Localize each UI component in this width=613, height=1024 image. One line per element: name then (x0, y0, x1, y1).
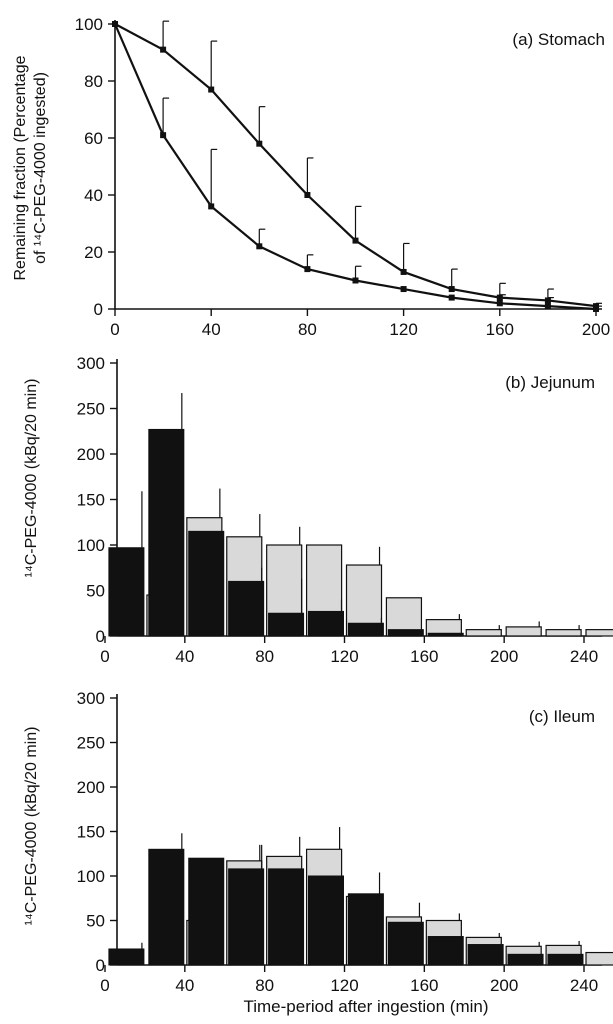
x-tick-label: 200 (490, 647, 518, 666)
bar-dark (148, 428, 185, 637)
bar-dark (387, 629, 424, 637)
data-point (352, 237, 359, 244)
bar-dark (108, 547, 145, 637)
x-tick-label: 160 (410, 647, 438, 666)
x-tick-label: 40 (175, 647, 194, 666)
panel-a-ylabel-line1: Remaining fraction (Percentage (12, 55, 29, 280)
x-tick-label: 0 (100, 647, 109, 666)
bar-dark (507, 953, 544, 966)
data-point (304, 266, 311, 273)
data-point (400, 286, 407, 293)
y-tick-label: 0 (96, 956, 105, 975)
x-tick-label: 240 (570, 976, 598, 995)
y-tick-label: 0 (94, 300, 103, 319)
panel-c-ylabel: ¹⁴C-PEG-4000 (kBq/20 min) (23, 727, 40, 926)
bar-dark (188, 857, 225, 966)
y-tick-label: 250 (77, 400, 105, 419)
y-tick-label: 150 (77, 491, 105, 510)
bar-dark (427, 632, 464, 637)
bar-light (585, 629, 613, 637)
bar-dark (108, 948, 145, 966)
data-point (448, 286, 455, 293)
data-point (448, 294, 455, 301)
bar-dark (307, 875, 344, 966)
data-point (400, 268, 407, 275)
y-tick-label: 100 (75, 15, 103, 34)
bar-dark (427, 936, 464, 966)
y-tick-label: 250 (77, 734, 105, 753)
panel-b-jejunum: (b) Jejunum ¹⁴C-PEG-4000 (kBq/20 min) 0 5… (23, 354, 613, 666)
data-point (544, 303, 551, 310)
data-point (256, 140, 263, 147)
y-tick-label: 40 (84, 186, 103, 205)
bar-dark (148, 848, 185, 966)
x-tick-label: 80 (255, 647, 274, 666)
y-tick-label: 50 (86, 912, 105, 931)
x-tick-label: 40 (202, 320, 221, 339)
bar-dark (347, 622, 384, 637)
y-tick-label: 150 (77, 823, 105, 842)
panel-c-title: (c) Ileum (529, 707, 595, 726)
x-tick-label: 40 (175, 976, 194, 995)
data-point (593, 306, 599, 312)
data-point (112, 21, 118, 27)
x-tick-label: 0 (110, 320, 119, 339)
bar-light (465, 629, 502, 637)
y-tick-label: 300 (77, 354, 105, 373)
data-point (208, 203, 215, 210)
y-tick-label: 200 (77, 445, 105, 464)
x-tick-label: 80 (298, 320, 317, 339)
panel-a-stomach: (a) Stomach Remaining fraction (Percenta… (12, 15, 610, 339)
bar-dark (347, 893, 384, 966)
y-tick-label: 200 (77, 778, 105, 797)
x-tick-label: 120 (330, 647, 358, 666)
data-point (496, 300, 503, 307)
bar-dark (307, 610, 344, 637)
x-tick-label: 160 (486, 320, 514, 339)
bar-light (505, 626, 542, 637)
y-tick-label: 100 (77, 867, 105, 886)
panel-b-ylabel: ¹⁴C-PEG-4000 (kBq/20 min) (23, 379, 40, 578)
x-axis-label: Time-period after ingestion (min) (243, 997, 488, 1016)
x-tick-label: 160 (410, 976, 438, 995)
y-tick-label: 0 (96, 627, 105, 646)
panel-b-title: (b) Jejunum (505, 373, 595, 392)
data-point (304, 192, 311, 198)
bar-light (585, 951, 613, 966)
x-tick-label: 200 (582, 320, 610, 339)
bar-dark (467, 944, 504, 966)
panel-a-title: (a) Stomach (512, 30, 605, 49)
y-tick-label: 100 (77, 536, 105, 555)
bar-dark (228, 580, 265, 637)
bar-dark (547, 953, 584, 966)
data-point (208, 86, 215, 93)
y-tick-label: 50 (86, 582, 105, 601)
y-tick-label: 20 (84, 243, 103, 262)
data-point (352, 277, 359, 284)
bar-dark (228, 868, 265, 966)
panel-c-ileum: (c) Ileum ¹⁴C-PEG-4000 (kBq/20 min) Time… (23, 689, 613, 1016)
x-tick-label: 80 (255, 976, 274, 995)
y-tick-label: 60 (84, 129, 103, 148)
y-tick-label: 300 (77, 689, 105, 708)
x-tick-label: 200 (490, 976, 518, 995)
bar-dark (268, 868, 305, 966)
data-point (160, 46, 167, 53)
data-point (256, 243, 263, 250)
data-point (160, 132, 167, 139)
bar-light (545, 629, 582, 637)
x-tick-label: 120 (330, 976, 358, 995)
bar-dark (387, 921, 424, 966)
x-tick-label: 240 (570, 647, 598, 666)
bar-dark (268, 612, 305, 637)
x-tick-label: 0 (100, 976, 109, 995)
series-line-1 (114, 23, 597, 308)
y-tick-label: 80 (84, 72, 103, 91)
panel-a-ylabel-line2: of ¹⁴C-PEG-4000 ingested) (32, 72, 49, 264)
bar-dark (188, 530, 225, 637)
x-tick-label: 120 (389, 320, 417, 339)
